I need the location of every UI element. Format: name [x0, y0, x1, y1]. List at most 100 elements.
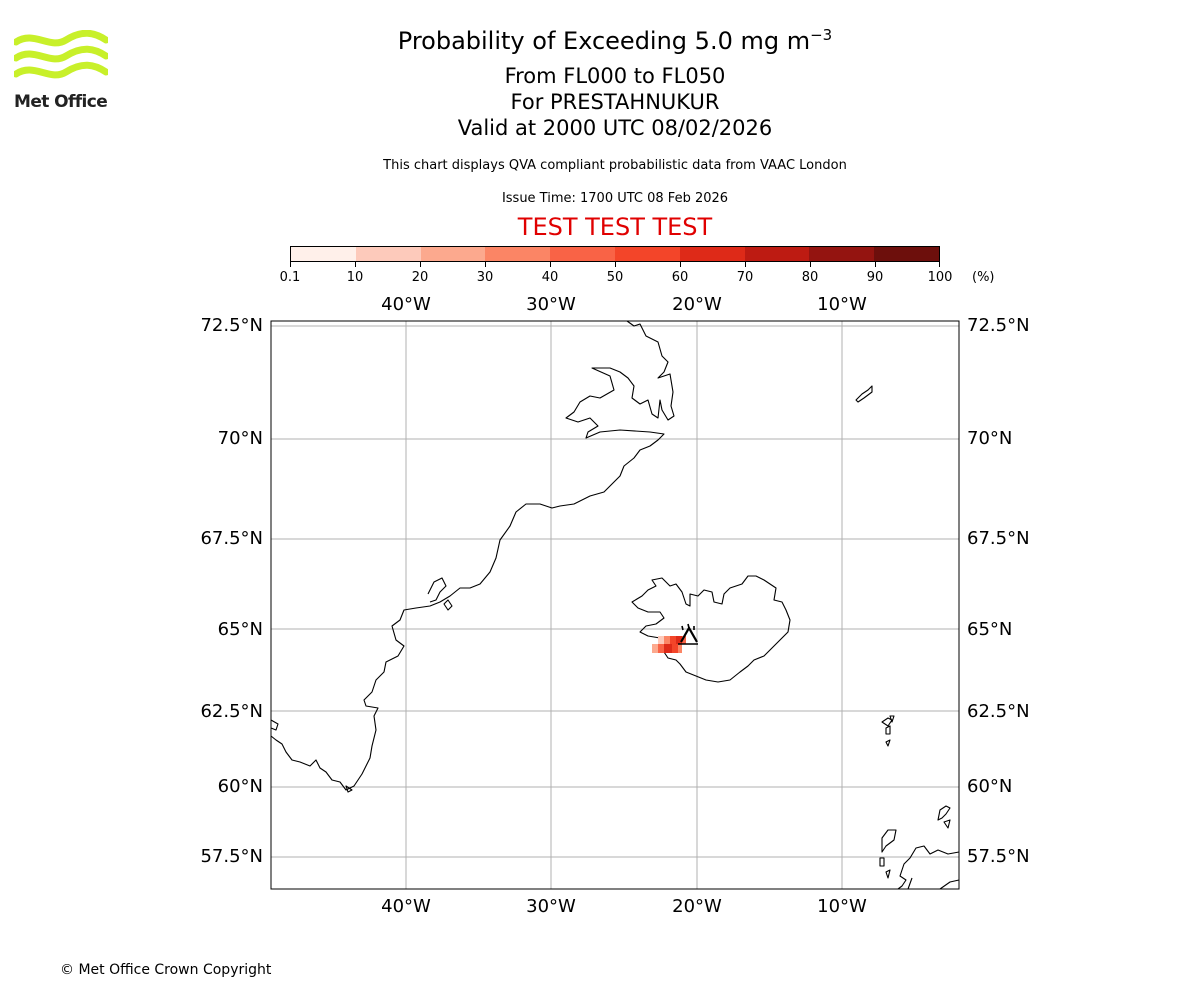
colorbar-segment	[614, 247, 680, 261]
ash-cell	[682, 636, 686, 644]
lat-label-right: 72.5°N	[967, 315, 1030, 336]
coast-greenland	[270, 320, 675, 791]
colorbar-tick	[420, 262, 421, 267]
logo-text: Met Office	[14, 92, 108, 112]
flight-level-range: From FL000 to FL050	[504, 64, 726, 88]
lon-labels-bottom: 40°W 30°W 20°W 10°W	[381, 896, 867, 917]
colorbar	[290, 246, 940, 262]
coast-scotland	[897, 845, 960, 890]
ash-cell	[664, 636, 670, 644]
met-office-logo	[14, 30, 108, 79]
lat-label-left: 65°N	[218, 619, 263, 640]
ash-cell	[658, 644, 664, 653]
ash-cell	[664, 644, 672, 653]
colorbar-segment	[550, 247, 615, 261]
lon-label-bottom: 30°W	[526, 896, 576, 917]
colorbar-tick-label: 40	[541, 270, 559, 285]
colorbar-tick	[745, 262, 746, 267]
colorbar-segment	[679, 247, 745, 261]
coast-greenland-island	[443, 599, 453, 611]
colorbar-tick	[615, 262, 616, 267]
lat-label-left: 67.5°N	[200, 528, 263, 549]
test-banner: TEST TEST TEST	[517, 213, 713, 241]
colorbar-tick	[550, 262, 551, 267]
colorbar-tick	[355, 262, 356, 267]
coast-faroe	[881, 715, 895, 747]
lat-label-left: 70°N	[218, 428, 263, 449]
logo-wave-2	[14, 45, 108, 63]
volcano-icon	[678, 623, 698, 645]
lat-label-left: 57.5°N	[200, 846, 263, 867]
lat-label-left: 72.5°N	[200, 315, 263, 336]
coast-shetland	[937, 805, 951, 829]
colorbar-tick-label: 30	[476, 270, 494, 285]
lon-label-bottom: 10°W	[817, 896, 867, 917]
colorbar-segment	[485, 247, 551, 261]
coast-greenland-inlet	[270, 719, 279, 731]
colorbar-tick-label: 10	[346, 270, 364, 285]
colorbar-tick	[939, 262, 940, 267]
coastlines	[270, 320, 960, 890]
ash-cell	[676, 636, 682, 644]
coast-greenland-fjord	[427, 577, 447, 603]
chart-title: Probability of Exceeding 5.0 mg m−3	[397, 26, 833, 55]
colorbar-segment	[809, 247, 875, 261]
colorbar-tick	[810, 262, 811, 267]
ash-cell	[678, 644, 682, 653]
colorbar-tick-label: 60	[671, 270, 689, 285]
logo-wave-3	[14, 61, 108, 79]
coast-greenland-island-2	[345, 785, 353, 793]
colorbar-tick-label: 80	[801, 270, 819, 285]
colorbar-tick-label: 0.1	[279, 270, 301, 285]
colorbar-tick-label: 100	[927, 270, 953, 285]
lat-label-right: 70°N	[967, 428, 1012, 449]
lon-label-top: 30°W	[526, 294, 576, 315]
copyright: © Met Office Crown Copyright	[60, 962, 272, 978]
valid-time: Valid at 2000 UTC 08/02/2026	[457, 116, 773, 140]
lat-label-right: 67.5°N	[967, 528, 1030, 549]
colorbar-segment	[420, 247, 486, 261]
coast-hebrides	[879, 829, 897, 879]
lon-label-top: 40°W	[381, 294, 431, 315]
colorbar-tick	[875, 262, 876, 267]
ash-cell	[672, 644, 678, 653]
issue-time: Issue Time: 1700 UTC 08 Feb 2026	[501, 191, 729, 206]
lon-label-top: 10°W	[817, 294, 867, 315]
map-frame	[270, 320, 960, 890]
lon-label-bottom: 20°W	[672, 896, 722, 917]
coast-iceland	[631, 575, 791, 683]
lat-label-right: 65°N	[967, 619, 1012, 640]
colorbar-tick	[680, 262, 681, 267]
colorbar-tick	[485, 262, 486, 267]
ash-probability-cells	[652, 636, 686, 653]
map-gridlines	[271, 321, 959, 889]
lat-labels-right: 72.5°N 70°N 67.5°N 65°N 62.5°N 60°N 57.5…	[967, 315, 1030, 867]
lat-label-right: 62.5°N	[967, 701, 1030, 722]
colorbar-tick-label: 90	[866, 270, 884, 285]
ash-cell	[658, 636, 664, 644]
colorbar-unit: (%)	[972, 270, 995, 285]
colorbar-tick-label: 20	[411, 270, 429, 285]
colorbar-tick	[290, 262, 291, 267]
colorbar-tick-label: 50	[606, 270, 624, 285]
volcano-name: For PRESTAHNUKUR	[510, 90, 720, 114]
ash-cell	[652, 644, 658, 653]
chart-subtitle: This chart displays QVA compliant probab…	[383, 158, 847, 173]
lon-labels-top: 40°W 30°W 20°W 10°W	[381, 294, 867, 315]
coast-jan-mayen	[855, 385, 873, 403]
colorbar-segment	[291, 247, 356, 261]
lat-label-left: 60°N	[218, 776, 263, 797]
lat-labels-left: 72.5°N 70°N 67.5°N 65°N 62.5°N 60°N 57.5…	[200, 315, 263, 867]
colorbar-segment	[355, 247, 421, 261]
lat-label-left: 62.5°N	[200, 701, 263, 722]
lon-label-top: 20°W	[672, 294, 722, 315]
ash-cell	[670, 636, 676, 644]
logo-wave-1	[14, 30, 108, 47]
lon-label-bottom: 40°W	[381, 896, 431, 917]
colorbar-segment	[744, 247, 810, 261]
colorbar-tick-label: 70	[736, 270, 754, 285]
lat-label-right: 57.5°N	[967, 846, 1030, 867]
lat-label-right: 60°N	[967, 776, 1012, 797]
colorbar-segment	[874, 247, 939, 261]
